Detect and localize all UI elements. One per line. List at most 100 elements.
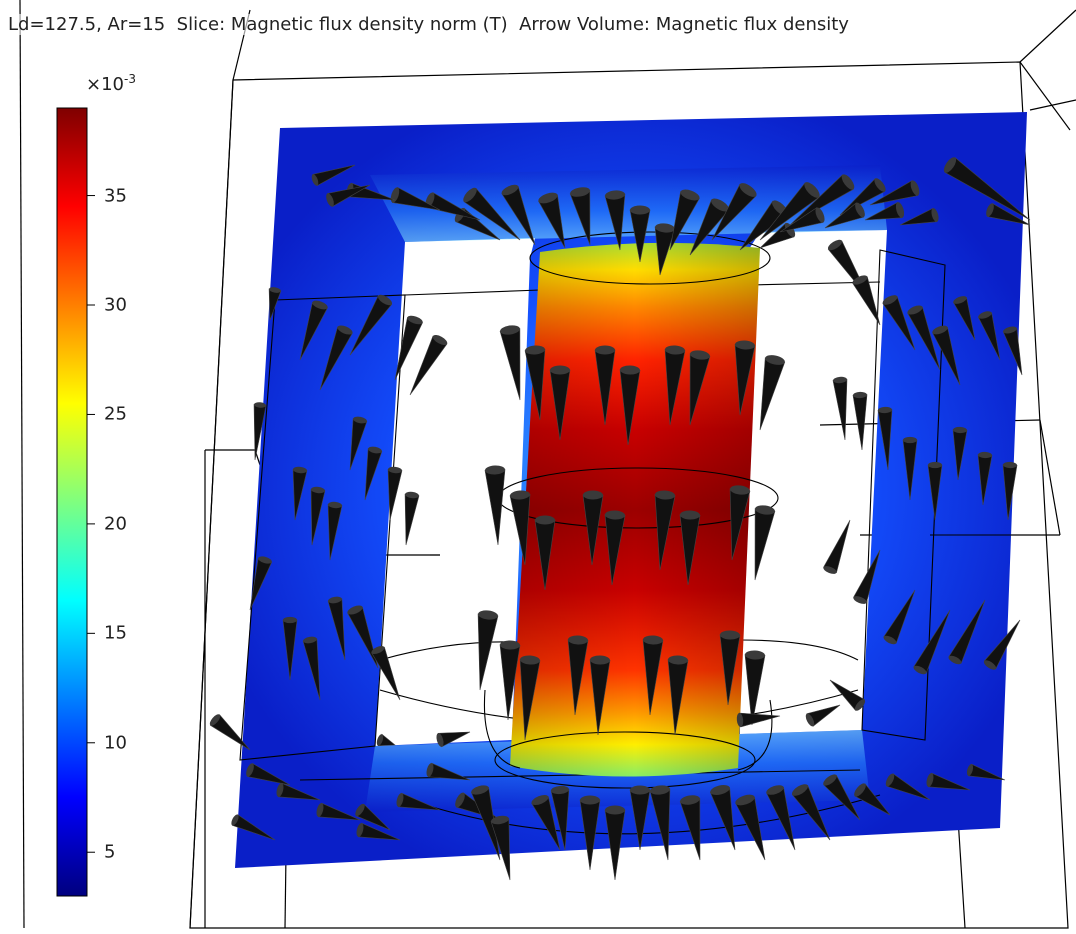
flux-arrow-base (630, 205, 650, 215)
flux-arrow-base (643, 635, 663, 645)
flux-arrow-base (371, 645, 385, 655)
flux-arrow-base (356, 823, 364, 837)
flux-arrow-base (500, 640, 520, 650)
flux-arrow-base (804, 182, 820, 198)
flux-arrow-base (852, 275, 868, 285)
flux-arrow-base (520, 655, 540, 665)
flux-arrow-base (932, 325, 948, 335)
flux-arrow-base (283, 616, 297, 624)
colorbar-tick-label: 15 (104, 622, 127, 644)
flux-arrow-base (535, 515, 555, 525)
flux-arrow-base (620, 365, 640, 375)
flux-arrow-base (907, 305, 923, 315)
flux-arrow-base (854, 783, 866, 797)
colorbar-tick-label: 5 (104, 841, 116, 863)
flux-arrow-base (668, 655, 688, 665)
flux-arrow-base (711, 198, 729, 212)
flux-arrow-base (665, 345, 685, 355)
flux-arrow-base (595, 345, 615, 355)
flux-arrow-base (500, 325, 520, 335)
flux-arrow-base (855, 202, 865, 218)
flux-arrow-cone (754, 508, 776, 581)
flux-arrow-base (312, 300, 328, 310)
flux-arrow-base (736, 713, 744, 727)
title-arrow: Arrow Volume: Magnetic flux density (519, 14, 849, 35)
flux-arrow-base (246, 763, 254, 777)
colorbar-tick-label: 35 (104, 185, 127, 207)
flux-arrow-base (680, 189, 700, 201)
flux-arrow-base (853, 391, 867, 399)
flux-arrow-base (883, 635, 897, 645)
flux-arrow-base (948, 655, 962, 665)
flux-arrow-base (1003, 326, 1017, 334)
flux-arrow-base (885, 773, 895, 787)
flux-arrow-base (605, 190, 625, 200)
colorbar-tick-label: 10 (104, 732, 127, 754)
flux-arrow-base (882, 295, 898, 305)
flux-arrow-base (209, 714, 221, 726)
flux-arrow-base (745, 650, 765, 660)
flux-arrow-base (953, 296, 967, 304)
flux-arrow-base (353, 416, 367, 424)
flux-arrow-base (910, 180, 920, 196)
flux-arrow-base (396, 793, 404, 807)
flux-arrow-base (766, 785, 784, 795)
flux-arrow-base (254, 402, 266, 408)
flux-arrow-base (328, 596, 342, 604)
colorbar-tick-label: 30 (104, 294, 127, 316)
flux-arrow-base (630, 785, 650, 795)
flux-arrow-base (823, 774, 837, 786)
flux-arrow-base (735, 794, 755, 806)
flux-arrow-base (943, 157, 957, 173)
flux-arrow-base (269, 287, 281, 293)
flux-arrow-base (1003, 461, 1017, 469)
flux-arrow-base (926, 773, 934, 787)
flux-arrow-cone (759, 357, 786, 431)
flux-arrow-base (455, 792, 465, 808)
flux-arrow-base (735, 340, 755, 350)
flux-arrow-base (966, 764, 974, 776)
flux-arrow-cone (823, 519, 851, 574)
flux-arrow-base (303, 636, 317, 644)
flux-arrow-base (463, 187, 477, 203)
flux-arrow-base (805, 713, 815, 727)
flux-arrow-base (377, 294, 393, 306)
flux-arrow-base (953, 426, 967, 434)
flux-arrow-base (531, 794, 549, 806)
flux-arrow-cone (404, 493, 420, 546)
flux-arrow-base (650, 785, 670, 795)
flux-arrow-base (388, 466, 402, 474)
colorbar-tick-label: 20 (104, 513, 127, 535)
flux-arrow-base (792, 784, 808, 796)
flux-arrow-base (390, 187, 400, 203)
flux-arrow-base (326, 193, 334, 207)
title-slice: Slice: Magnetic flux density norm (T) (176, 14, 508, 35)
flux-arrow-base (328, 501, 342, 509)
flux-arrow-cone (832, 379, 848, 441)
flux-arrow-base (895, 202, 905, 218)
flux-arrow-base (570, 187, 590, 197)
flux-arrow-base (471, 785, 489, 795)
flux-arrow-base (550, 365, 570, 375)
flux-arrow-base (432, 335, 448, 345)
flux-arrow-base (355, 803, 365, 817)
flux-arrow-base (978, 311, 992, 319)
flux-arrow-base (551, 785, 569, 795)
flux-arrow-base (293, 466, 307, 474)
flux-arrow-base (491, 815, 509, 825)
flux-arrow-base (833, 376, 847, 384)
flux-arrow-base (568, 635, 588, 645)
flux-arrow-base (655, 490, 675, 500)
flux-arrow-base (878, 406, 892, 414)
title-parameters: Ld=127.5, Ar=15 (8, 14, 166, 35)
flux-arrow-base (874, 178, 886, 192)
flux-arrow-base (368, 446, 382, 454)
flux-arrow-base (765, 355, 785, 365)
flux-arrow-cone (852, 394, 868, 451)
flux-arrow-base (510, 490, 530, 500)
flux-arrow-cone (738, 712, 781, 728)
flux-arrow-base (605, 510, 625, 520)
flux-arrow-base (311, 486, 325, 494)
flux-arrow-base (501, 184, 519, 196)
